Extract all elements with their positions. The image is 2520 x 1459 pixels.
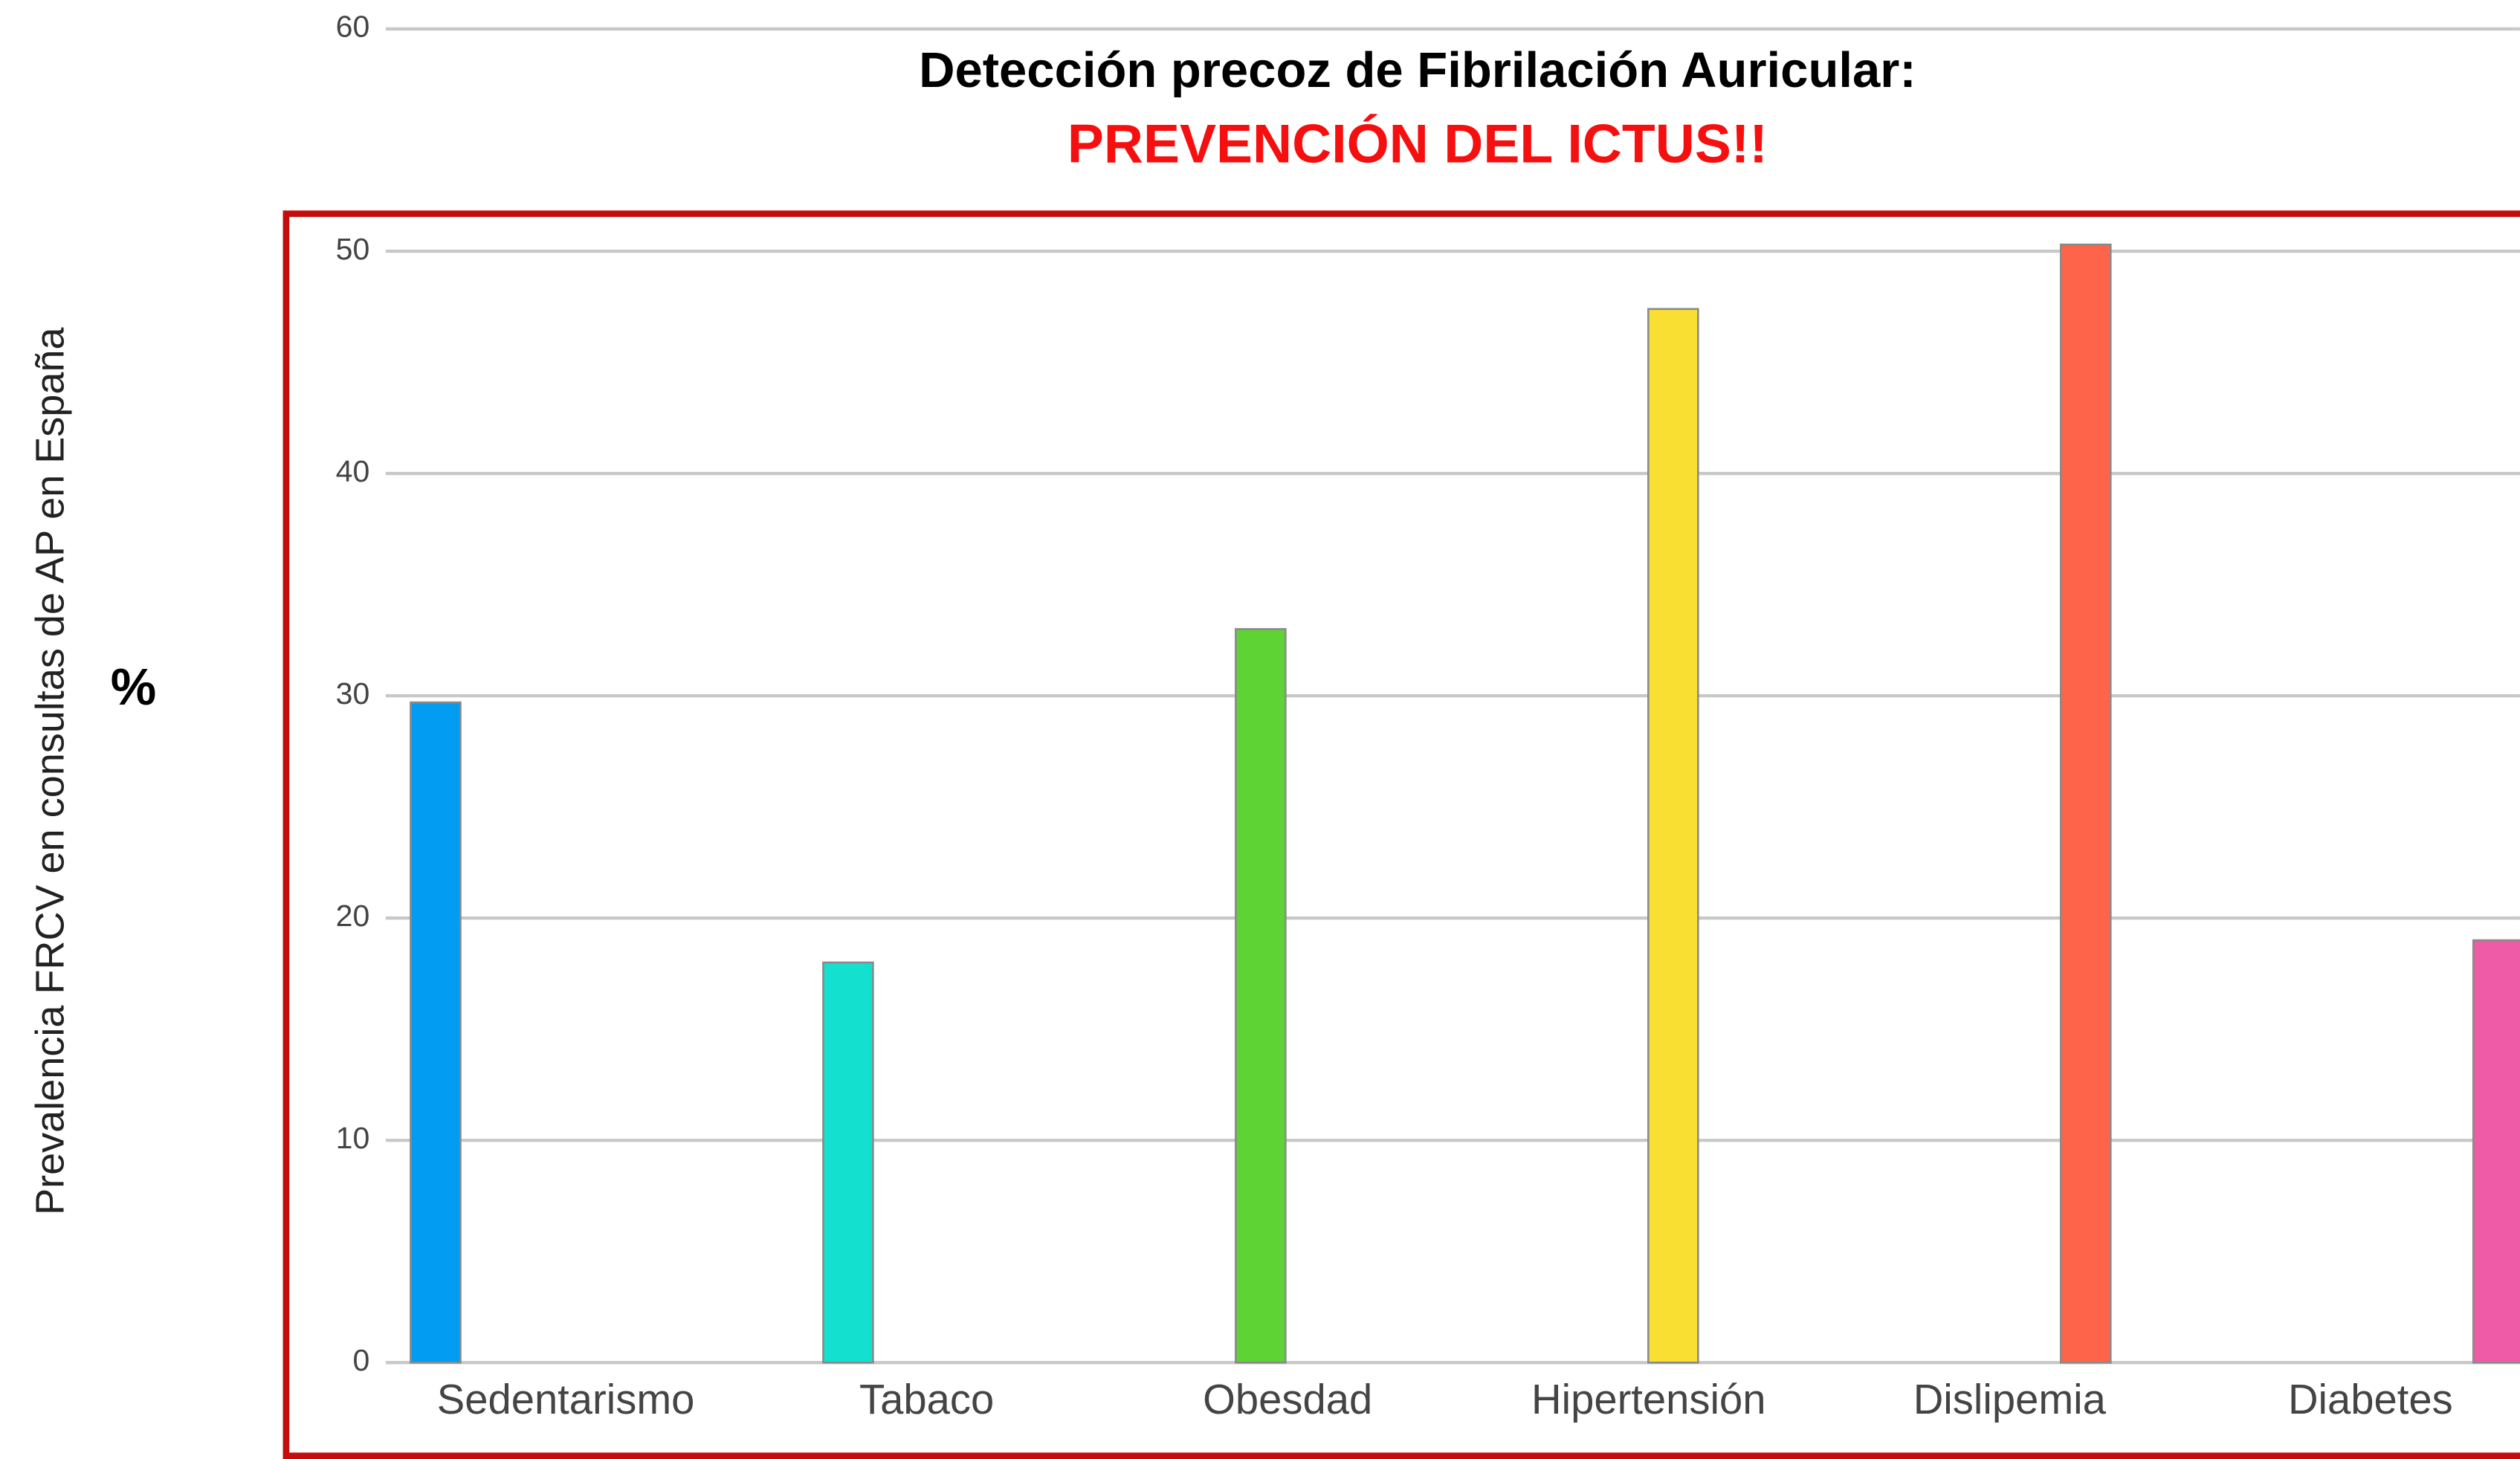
bar	[822, 961, 874, 1364]
x-tick-label: Sedentarismo	[437, 1376, 695, 1423]
grid: 0 10 20 30 40 50 60 Sedentarismo Tabaco Obesdad Hi…	[336, 10, 2520, 1423]
x-tick-label: Tabaco	[859, 1376, 994, 1423]
y-axis-label: Prevalencia FRCV en consultas de AP en E…	[28, 327, 73, 1215]
highlight-frame	[282, 210, 2520, 1459]
y-tick-label: 50	[336, 232, 370, 266]
y-tick-label: 10	[336, 1121, 370, 1155]
y-unit: %	[111, 658, 157, 716]
bar	[1235, 628, 1287, 1364]
x-tick-label: Diabetes	[2288, 1376, 2453, 1423]
bars	[410, 243, 2520, 1364]
x-tick-label: Hipertensión	[1531, 1376, 1765, 1423]
bar	[1647, 308, 1699, 1364]
bar	[410, 701, 462, 1364]
bar	[2472, 939, 2520, 1364]
x-tick-label: Dislipemia	[1913, 1376, 2107, 1423]
y-tick-label: 60	[336, 10, 370, 44]
chart-subtitle: PREVENCIÓN DEL ICTUS!!	[1067, 112, 1768, 174]
bar	[2059, 243, 2112, 1364]
y-tick-label: 20	[336, 899, 370, 933]
y-tick-label: 40	[336, 454, 370, 488]
y-tick-label: 0	[352, 1343, 369, 1377]
chart-title: Detección precoz de Fibrilación Auricula…	[919, 42, 1916, 98]
y-tick-label: 30	[336, 676, 370, 711]
x-tick-label: Obesdad	[1203, 1376, 1372, 1423]
